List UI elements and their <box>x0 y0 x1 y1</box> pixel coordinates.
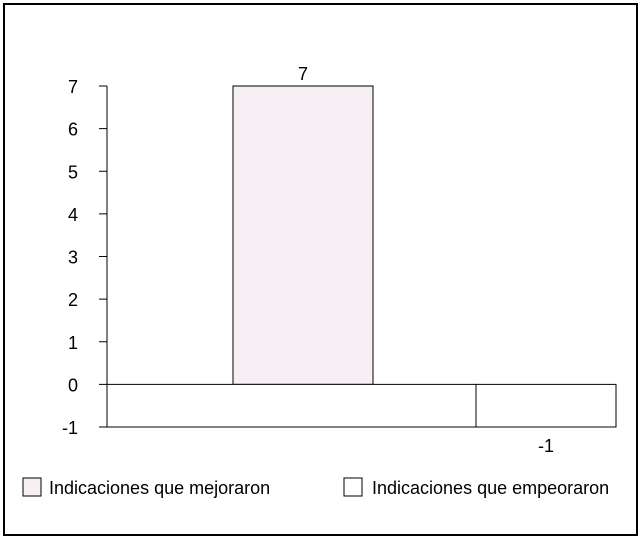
data-labels: 7 -1 <box>298 64 554 456</box>
bar-empeoraron-right <box>475 383 617 428</box>
bar-empeoraron-left <box>106 383 477 428</box>
y-tick-label: 1 <box>68 333 78 353</box>
y-tick-label: 0 <box>68 375 78 395</box>
y-tick-label: 3 <box>68 248 78 268</box>
legend-swatch <box>22 477 42 497</box>
bars <box>106 85 617 428</box>
legend-label: Indicaciones que mejoraron <box>49 478 270 498</box>
y-tick-label: 5 <box>68 162 78 182</box>
y-tick-label: 4 <box>68 205 78 225</box>
y-tick-label: 2 <box>68 290 78 310</box>
legend-swatch <box>343 477 363 497</box>
y-tick-label: 7 <box>68 77 78 97</box>
legend-label: Indicaciones que empeoraron <box>372 478 609 498</box>
legend: Indicaciones que mejoraron Indicaciones q… <box>22 477 609 498</box>
data-label-mejoraron: 7 <box>298 64 308 84</box>
bar-mejoraron <box>232 85 374 385</box>
y-axis-ticks: -1 0 1 2 3 4 5 6 7 <box>62 77 107 438</box>
data-label-empeoraron: -1 <box>538 436 554 456</box>
y-tick-label: 6 <box>68 120 78 140</box>
y-tick-label: -1 <box>62 418 78 438</box>
